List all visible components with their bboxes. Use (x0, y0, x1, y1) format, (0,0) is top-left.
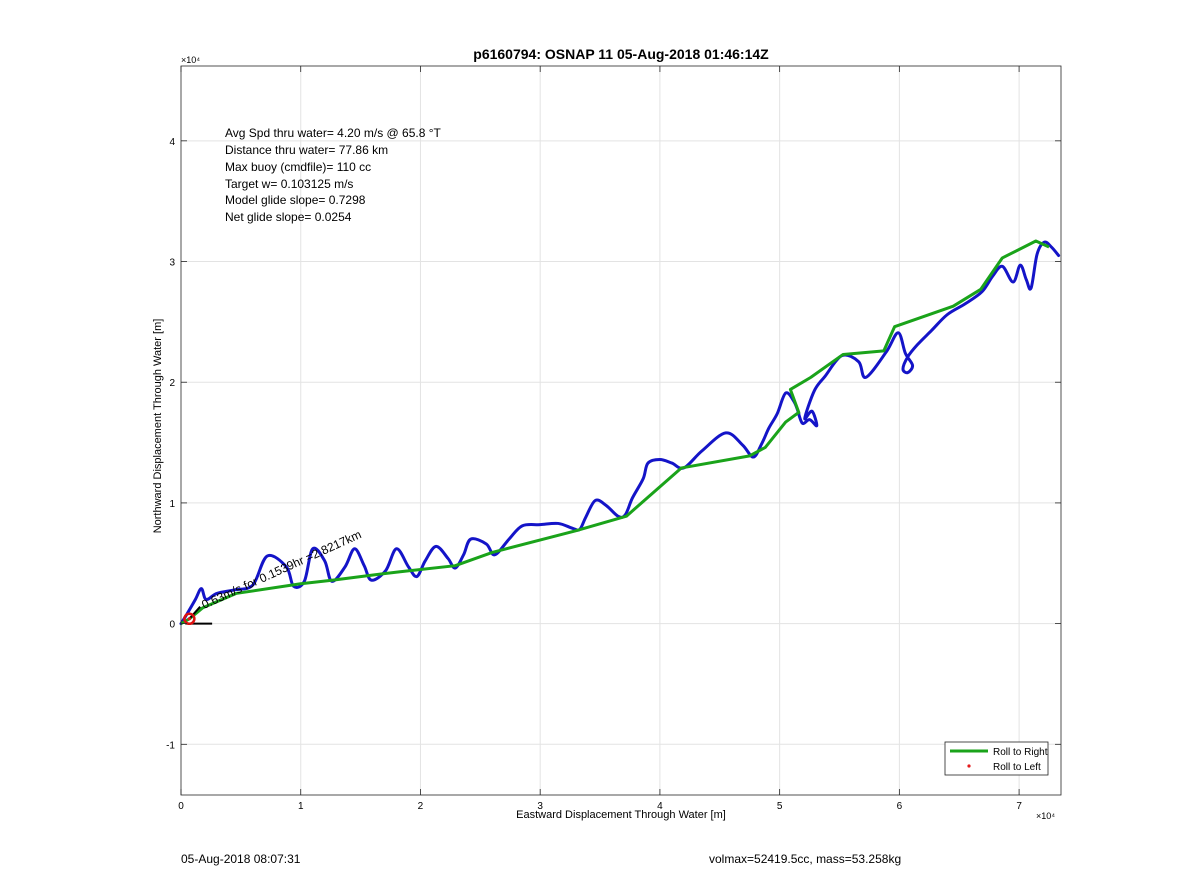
footer-stats: volmax=52419.5cc, mass=53.258kg (709, 852, 902, 866)
y-exponent-label: ×10⁴ (181, 55, 200, 65)
current-label: 0.63m/s for 0.1539hr =2.8217km (199, 527, 363, 612)
annotation-max-buoy: Max buoy (cmdfile)= 110 cc (225, 160, 371, 174)
x-tick-label: 5 (777, 801, 783, 812)
y-tick-label: 3 (169, 258, 175, 269)
y-tick-label: -1 (166, 740, 175, 751)
grid-lines (181, 66, 1061, 795)
y-tick-label: 4 (169, 137, 175, 148)
y-axis-label: Northward Displacement Through Water [m] (152, 319, 164, 534)
legend-box (944, 741, 1049, 776)
x-axis-label: Eastward Displacement Through Water [m] (516, 809, 726, 821)
x-tick-label: 1 (298, 801, 304, 812)
x-exponent-label: ×10⁴ (1036, 811, 1055, 821)
series-roll-to-right (180, 239, 1050, 625)
annotation-distance: Distance thru water= 77.86 km (225, 143, 388, 157)
axes: 0 1 2 3 4 5 6 7 -1 0 1 2 3 4 (166, 65, 1062, 812)
legend: Roll to Right Roll to Left (944, 741, 1049, 776)
x-tick-label: 0 (178, 801, 184, 812)
data-layer (179, 239, 1061, 626)
annotation-net-glide: Net glide slope= 0.0254 (225, 210, 352, 224)
annotation-target-w: Target w= 0.103125 m/s (225, 177, 353, 191)
roll-left-point (187, 617, 191, 621)
legend-label-roll-left: Roll to Left (993, 762, 1041, 773)
y-tick-label: 0 (169, 620, 175, 631)
footer-date: 05-Aug-2018 08:07:31 (181, 852, 301, 866)
x-tick-label: 6 (897, 801, 903, 812)
x-tick-label: 2 (418, 801, 424, 812)
y-tick-label: 1 (169, 499, 175, 510)
y-tick-label: 2 (169, 378, 175, 389)
legend-label-roll-right: Roll to Right (993, 747, 1048, 758)
stats-annotation: Avg Spd thru water= 4.20 m/s @ 65.8 °T D… (225, 126, 442, 224)
x-tick-label: 4 (657, 801, 663, 812)
annotation-avg-speed: Avg Spd thru water= 4.20 m/s @ 65.8 °T (225, 126, 442, 140)
start-marker (183, 612, 196, 626)
current-arrow (188, 606, 201, 620)
x-tick-label: 7 (1016, 801, 1022, 812)
x-tick-label: 3 (537, 801, 543, 812)
legend-swatch-roll-left (967, 764, 971, 768)
plot-frame (180, 65, 1062, 796)
series-track (179, 240, 1061, 626)
annotation-model-glide: Model glide slope= 0.7298 (225, 193, 366, 207)
chart-title: p6160794: OSNAP 11 05-Aug-2018 01:46:14Z (473, 46, 769, 62)
